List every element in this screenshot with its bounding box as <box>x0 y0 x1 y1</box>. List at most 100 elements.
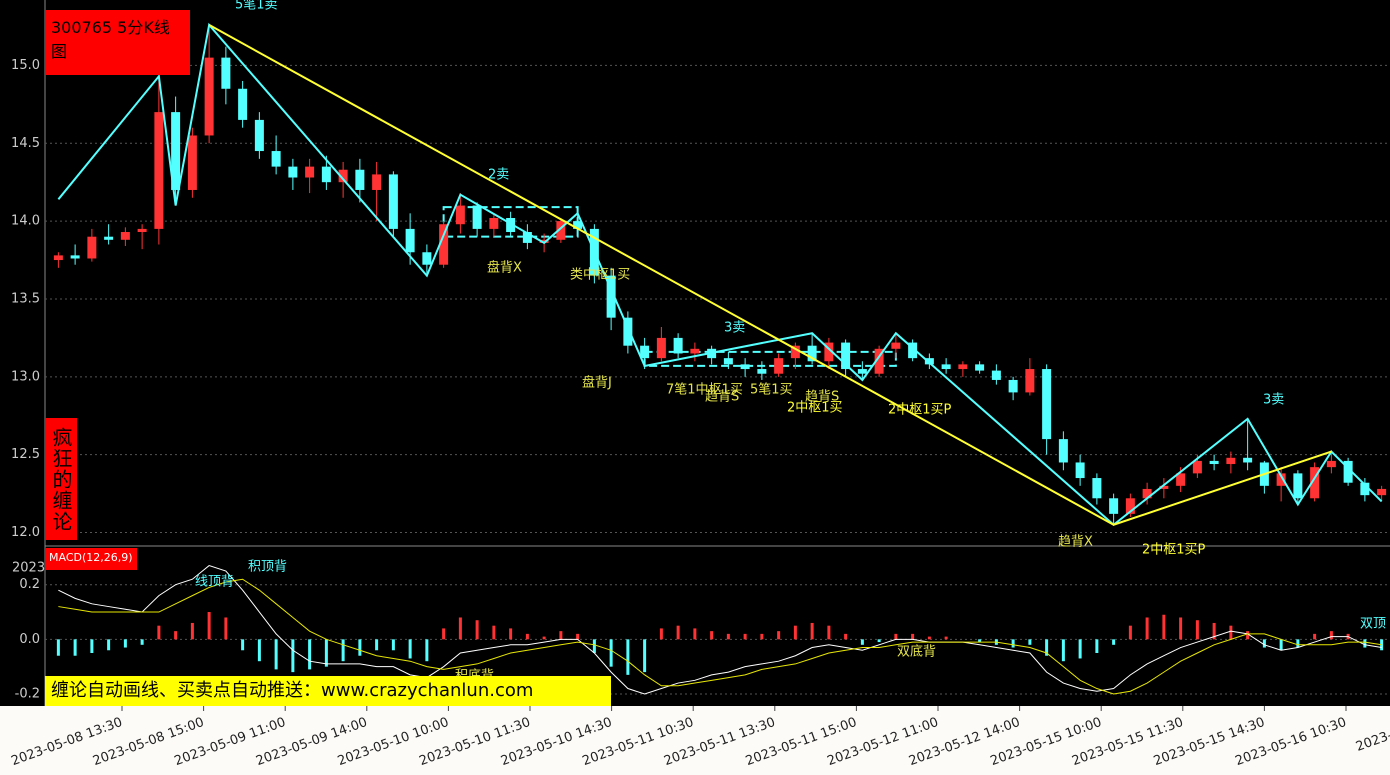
macd-bar <box>894 633 898 640</box>
macd-bar <box>207 612 211 640</box>
macd-bar <box>475 620 479 640</box>
candle-body <box>1243 457 1253 463</box>
macd-bar <box>425 639 429 662</box>
candle-body <box>271 151 281 167</box>
macd-bar <box>1078 639 1082 659</box>
candle-body <box>472 205 482 229</box>
candle-body <box>70 255 80 259</box>
candle-body <box>790 345 800 359</box>
macd-bar <box>509 628 513 640</box>
signal-label: 类中枢1买 <box>570 268 630 283</box>
candle-body <box>506 218 516 233</box>
macd-bar <box>241 639 245 651</box>
candle-body <box>1159 485 1169 489</box>
macd-bar <box>1363 639 1367 648</box>
macd-bar <box>157 625 161 640</box>
y-tick-label: 12.5 <box>11 447 40 462</box>
y-tick-label: 0.2 <box>19 577 40 592</box>
signal-label: 盘背J <box>582 375 612 391</box>
macd-bar <box>375 639 379 651</box>
macd-bar <box>492 625 496 640</box>
signal-label: 2中枢1买 <box>787 401 843 416</box>
macd-bar <box>123 639 127 648</box>
candle-body <box>439 224 449 265</box>
candle-body <box>1125 498 1135 514</box>
macd-bar <box>609 639 613 667</box>
candle-body <box>573 221 583 229</box>
candle-body <box>154 112 164 229</box>
macd-bar <box>442 628 446 640</box>
macd-bar <box>827 625 831 640</box>
candle-body <box>171 112 181 190</box>
candle-body <box>1326 460 1336 468</box>
macd-bar <box>626 639 630 675</box>
candle-body <box>254 119 264 152</box>
macd-bar <box>743 633 747 640</box>
macd-bar <box>391 639 395 651</box>
macd-bar <box>174 631 178 640</box>
candle-body <box>774 358 784 374</box>
candle-body <box>87 236 97 259</box>
candle-body <box>455 205 465 225</box>
x-axis-background <box>0 706 1390 775</box>
candle-body <box>1008 379 1018 393</box>
macd-bar <box>274 639 278 670</box>
corner-text: 2023 <box>12 561 45 576</box>
candle-body <box>1293 473 1303 499</box>
y-tick-label: 14.5 <box>11 136 40 151</box>
candle-body <box>1042 369 1052 440</box>
macd-bar <box>944 636 948 640</box>
candle-body <box>924 358 934 365</box>
signal-label: 积顶背 <box>248 560 287 575</box>
signal-label: 3卖 <box>724 321 745 336</box>
macd-bar <box>877 639 881 643</box>
candle-body <box>1109 498 1119 514</box>
candle-body <box>120 232 130 240</box>
signal-label: 2中枢1买P <box>1142 543 1206 558</box>
candle-body <box>857 369 867 374</box>
macd-bar <box>1145 617 1149 640</box>
candle-body <box>1276 473 1286 486</box>
macd-bar <box>1296 639 1300 648</box>
candle-body <box>1025 369 1035 393</box>
candle-body <box>757 369 767 374</box>
signal-label: 双顶 <box>1360 617 1386 632</box>
macd-bar <box>107 639 111 651</box>
candle-body <box>1058 439 1068 463</box>
candle-body <box>288 166 298 178</box>
macd-bar <box>927 636 931 640</box>
signal-label: 双底背 <box>897 644 936 660</box>
signal-label: 5笔1买 <box>750 382 793 398</box>
candle-body <box>137 228 147 233</box>
candle-body <box>640 345 650 359</box>
candle-body <box>1176 473 1186 486</box>
candle-body <box>991 370 1001 380</box>
macd-bar <box>140 639 144 645</box>
candle-body <box>321 166 331 183</box>
candle-body <box>1209 460 1219 465</box>
signal-label: 7笔1中枢1买 <box>666 382 743 398</box>
dif-line <box>58 565 1382 695</box>
macd-bar <box>1195 620 1199 640</box>
candle-body <box>908 342 918 359</box>
candle-body <box>556 221 566 240</box>
macd-bar <box>1262 639 1266 648</box>
watermark-box: 疯狂的缠论 <box>45 418 77 540</box>
macd-bar <box>324 639 328 667</box>
candle-body <box>874 348 884 374</box>
y-tick-label: 13.5 <box>11 291 40 306</box>
macd-bar <box>190 622 194 640</box>
y-tick-label: -0.2 <box>15 686 40 701</box>
candle-body <box>1092 478 1102 499</box>
signal-label: 2中枢1买P <box>888 403 952 418</box>
y-tick-label: 0.0 <box>19 632 40 647</box>
candle-body <box>958 364 968 370</box>
candle-body <box>807 345 817 362</box>
candle-body <box>522 232 532 243</box>
candle-body <box>1075 462 1085 479</box>
macd-bar <box>1095 639 1099 653</box>
signal-label: 2卖 <box>488 168 509 183</box>
signal-label: 趋背S <box>805 390 839 405</box>
macd-bar <box>1128 625 1132 640</box>
candle-body <box>740 364 750 370</box>
